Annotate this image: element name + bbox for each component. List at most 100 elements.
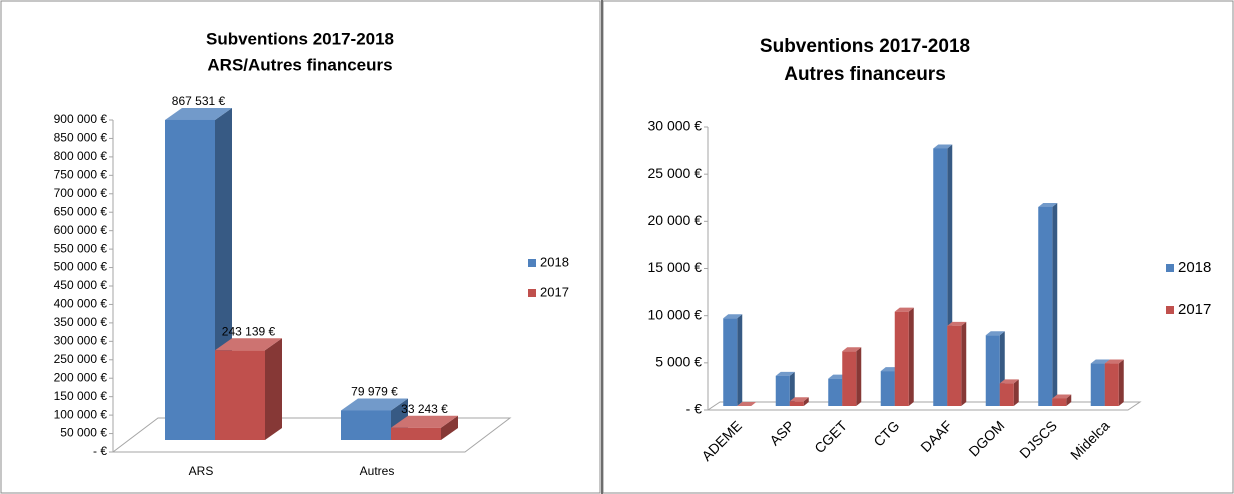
bar <box>1104 359 1124 406</box>
bar-top <box>947 321 967 326</box>
bar <box>215 338 282 440</box>
bar-top <box>775 371 795 376</box>
y-tick-label: 200 000 € <box>54 370 108 384</box>
legend-swatch <box>1166 264 1174 272</box>
y-tick-label: 10 000 € <box>648 306 703 322</box>
bar-side <box>1052 202 1058 406</box>
bar-front <box>947 325 962 406</box>
bar-front <box>341 410 391 440</box>
y-tick-label: 5 000 € <box>655 354 702 370</box>
y-tick-label: 750 000 € <box>54 168 108 182</box>
bar <box>999 379 1019 406</box>
bar-front <box>999 383 1014 406</box>
bar-side <box>789 371 795 406</box>
bar <box>775 371 795 406</box>
bar-top <box>341 398 408 411</box>
legend-swatch <box>1166 306 1174 314</box>
y-tick-label: 50 000 € <box>60 426 107 440</box>
left-panel <box>0 0 601 494</box>
y-tick-label: 300 000 € <box>54 334 108 348</box>
y-tick-label: 30 000 € <box>648 118 703 134</box>
bar-front <box>215 350 265 440</box>
bar-front <box>165 119 215 441</box>
bar-top <box>737 402 757 406</box>
chart-title: Subventions 2017-2018 <box>206 29 394 48</box>
bar-top <box>999 379 1019 384</box>
y-tick-label: 350 000 € <box>54 315 108 329</box>
legend-label: 2018 <box>540 254 569 269</box>
bar <box>723 314 743 406</box>
bar-top <box>985 331 1005 336</box>
y-tick-label: 400 000 € <box>54 297 108 311</box>
bar-side <box>1013 379 1019 406</box>
y-tick-label: 25 000 € <box>648 165 703 181</box>
bar-front <box>933 148 948 406</box>
y-tick-label: 600 000 € <box>54 223 108 237</box>
legend-label: 2017 <box>1178 301 1211 318</box>
bar-side <box>265 338 282 440</box>
x-tick-label: Autres <box>360 464 395 478</box>
legend-label: 2018 <box>1178 259 1211 276</box>
bar-front <box>842 351 857 406</box>
bar <box>789 397 809 406</box>
data-label: 243 139 € <box>222 324 276 338</box>
y-tick-label: 500 000 € <box>54 260 108 274</box>
bar <box>947 321 967 406</box>
bar-top <box>215 338 282 351</box>
bar-front <box>391 427 441 440</box>
bar-side <box>1118 359 1124 406</box>
bar-top <box>391 415 458 428</box>
data-label: 867 531 € <box>172 94 226 108</box>
bar-top <box>1090 359 1110 364</box>
bar-front <box>880 371 895 406</box>
bar-top <box>1038 202 1058 207</box>
x-tick-label: ARS <box>189 464 214 478</box>
bar-front <box>1038 206 1053 406</box>
bar-top <box>1052 394 1072 399</box>
y-tick-label: 250 000 € <box>54 352 108 366</box>
legend-label: 2017 <box>540 284 569 299</box>
y-tick-label: 15 000 € <box>648 259 703 275</box>
y-tick-label: 800 000 € <box>54 149 108 163</box>
chart-subtitle: Autres financeurs <box>784 64 946 85</box>
y-tick-label: - € <box>93 444 107 458</box>
bar-side <box>803 397 809 406</box>
bar <box>391 415 458 440</box>
bar-front <box>1104 363 1119 406</box>
bar-front <box>828 378 843 406</box>
chart-subtitle: ARS/Autres financeurs <box>207 55 392 74</box>
bar-side <box>908 307 914 406</box>
bar <box>1038 202 1058 406</box>
chart-title: Subventions 2017-2018 <box>760 36 970 57</box>
bar <box>341 398 408 440</box>
y-tick-label: 450 000 € <box>54 278 108 292</box>
bar-top <box>789 397 809 402</box>
bar-front <box>723 318 738 406</box>
bar-front <box>775 375 790 406</box>
bar-top <box>723 314 743 319</box>
bar-top <box>933 144 953 149</box>
bar-side <box>1066 394 1072 406</box>
legend-swatch <box>528 259 536 267</box>
data-label: 79 979 € <box>351 385 398 399</box>
y-tick-label: 20 000 € <box>648 212 703 228</box>
legend-swatch <box>528 289 536 297</box>
floor <box>706 401 1142 411</box>
y-tick-label: 900 000 € <box>54 112 108 126</box>
bar-side <box>737 314 743 406</box>
y-tick-label: 550 000 € <box>54 241 108 255</box>
bar-side <box>856 347 862 406</box>
bar-front <box>1052 398 1067 406</box>
bar-top <box>894 307 914 312</box>
bar-top <box>842 347 862 352</box>
data-label: 33 243 € <box>401 402 448 416</box>
bar-front <box>1090 363 1105 406</box>
bar-top <box>1104 359 1124 364</box>
bar-side <box>441 415 458 440</box>
bar <box>1052 394 1072 406</box>
y-tick-label: - € <box>686 401 703 417</box>
bar <box>737 402 757 406</box>
bar <box>894 307 914 406</box>
bar-top <box>165 107 232 120</box>
